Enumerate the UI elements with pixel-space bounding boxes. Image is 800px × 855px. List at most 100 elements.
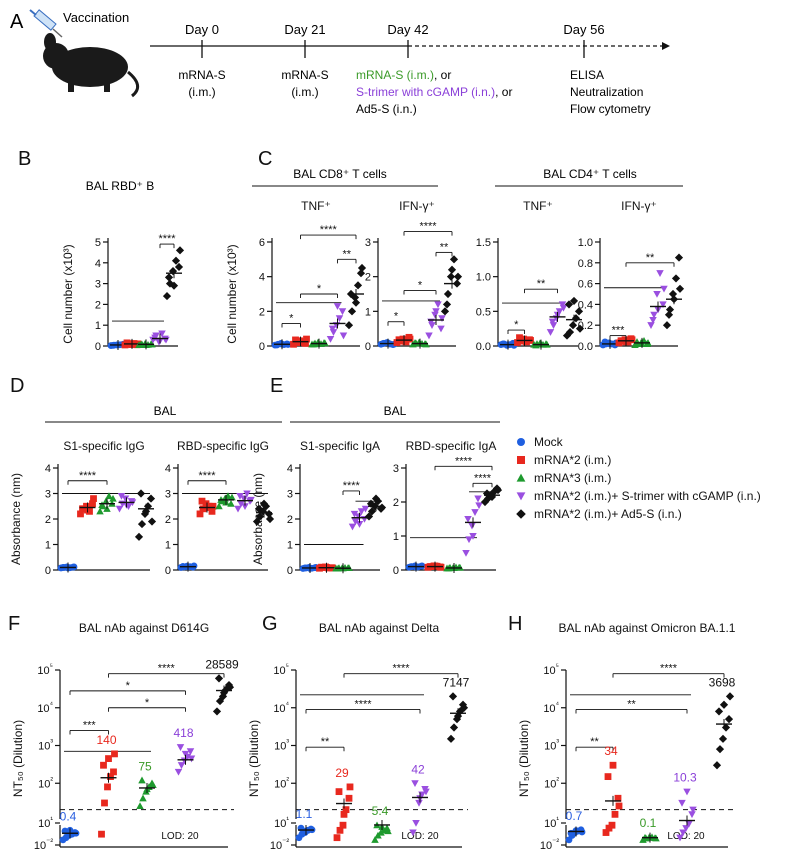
data-point-ad5 [169, 281, 179, 290]
data-point-ad5 [714, 707, 724, 716]
legend-marker-trimer [516, 492, 526, 501]
data-point-trimer [471, 509, 479, 516]
y-axis-label: NT₅₀ (Dilution) [11, 720, 25, 797]
vaccination-label: Vaccination [63, 10, 129, 25]
geomean-label: 0.4 [60, 809, 77, 823]
data-point-trimer [335, 315, 344, 323]
y-tick-label: 0 [393, 565, 399, 577]
data-point-mrna2 [98, 830, 105, 838]
data-point-trimer [181, 750, 190, 758]
data-point-mrna2 [101, 799, 108, 807]
day-0-route: (i.m.) [188, 85, 215, 99]
y-tick-label: 2 [365, 272, 371, 284]
data-point-mrna2 [628, 336, 636, 344]
y-tick-label: 4 [165, 463, 171, 475]
y-tick-base: 10 [273, 703, 285, 715]
y-tick-label: 0 [165, 565, 171, 577]
header-b: BAL RBD⁺ B [86, 179, 155, 193]
day-42-option-2-suffix: , or [495, 85, 512, 99]
data-point-ad5 [164, 273, 174, 282]
y-tick-exponent: ⁻² [282, 837, 289, 846]
data-point-mrna3 [96, 507, 104, 515]
y-tick-base: 10 [37, 703, 49, 715]
day-0-label: Day 0 [185, 22, 219, 37]
y-tick-label: 0 [259, 341, 265, 353]
data-point-trimer [678, 799, 686, 807]
day-42-option-3: Ad5-S (i.n.) [356, 102, 417, 116]
chart-g: G BAL nAb against Delta10⁻²10¹10²10³10⁴10… [247, 613, 470, 852]
data-point-mrna3 [215, 502, 223, 510]
y-axis-label: Cell number (x10³) [61, 244, 75, 343]
y-tick-label: 3 [165, 489, 171, 501]
significance-label: **** [320, 224, 338, 236]
y-tick-label: 10⁻² [34, 837, 53, 852]
data-point-trimer [326, 336, 335, 343]
panel-letter-d: D [10, 375, 24, 397]
y-tick-label: 3 [95, 279, 101, 291]
day-21-label: Day 21 [284, 22, 325, 37]
data-point-trimer [186, 748, 195, 756]
header-e: BAL [384, 404, 407, 418]
data-point-mrna3 [384, 827, 392, 835]
y-tick-label: 2 [45, 514, 51, 526]
data-point-trimer [355, 521, 364, 528]
data-point-ad5 [218, 692, 228, 701]
data-point-ad5 [174, 262, 184, 272]
data-point-mrna3 [139, 794, 147, 802]
data-point-trimer [243, 490, 251, 498]
y-tick-base: 10 [273, 665, 285, 677]
data-point-mrna2 [292, 336, 299, 344]
data-point-ad5 [575, 324, 585, 333]
data-point-trimer [558, 301, 567, 309]
data-point-trimer [462, 549, 470, 557]
day-42-option-2-text: S-trimer with cGAMP (i.n.) [356, 85, 495, 99]
day-56-assay-2: Neutralization [570, 85, 643, 99]
y-tick-label: 2 [259, 306, 265, 318]
header-c-cd8: BAL CD8⁺ T cells [293, 167, 386, 181]
y-tick-base: 10 [543, 703, 555, 715]
y-tick-label: 10³ [38, 738, 53, 753]
data-point-ad5 [147, 517, 157, 526]
data-point-mrna2 [339, 821, 347, 829]
y-tick-label: 0.6 [578, 279, 593, 291]
y-axis-label: Absorbance (nm) [9, 473, 23, 565]
data-point-mrna3 [138, 776, 146, 784]
data-point-trimer [177, 762, 186, 769]
significance-label: **** [419, 221, 437, 233]
data-point-ad5 [265, 514, 275, 524]
data-point-ad5 [351, 298, 361, 307]
y-tick-exponent: ⁴ [50, 700, 54, 709]
y-tick-base: 10 [274, 778, 286, 790]
day-42-option-1: mRNA-S (i.m.), or [356, 68, 451, 82]
y-tick-label: 10¹ [274, 815, 289, 830]
significance-label: **** [198, 470, 216, 482]
data-point-ad5 [134, 532, 144, 541]
data-point-mrna2 [608, 821, 616, 829]
y-tick-label: 1 [95, 320, 101, 332]
significance-label: * [514, 319, 519, 331]
significance-label: **** [392, 663, 410, 675]
y-tick-exponent: ⁵ [50, 662, 53, 671]
data-point-mrna2 [615, 802, 623, 810]
y-tick-base: 10 [540, 840, 552, 852]
y-tick-base: 10 [270, 840, 282, 852]
legend-label-trimer: mRNA*2 (i.m.)+ S-trimer with cGAMP (i.n.… [534, 489, 761, 503]
day-42-option-1-suffix: , or [434, 68, 451, 82]
data-point-mrna2 [609, 761, 617, 769]
y-tick-label: 10² [274, 775, 289, 790]
panel-letter-e: E [270, 375, 283, 397]
y-tick-label: 10⁵ [37, 662, 53, 677]
chart-title: BAL nAb against Omicron BA.1.1 [559, 621, 736, 635]
data-point-mrna3 [105, 492, 113, 500]
data-point-trimer [415, 799, 423, 807]
data-point-mrna2 [346, 783, 354, 791]
significance-label: *** [83, 719, 97, 731]
y-tick-label: 2 [287, 514, 293, 526]
data-point-ad5 [171, 256, 181, 265]
y-tick-exponent: ² [286, 775, 289, 784]
data-point-ad5 [347, 307, 357, 316]
data-point-trimer [240, 495, 248, 503]
significance-label: **** [455, 455, 473, 467]
day-56-label: Day 56 [563, 22, 604, 37]
y-tick-exponent: ¹ [556, 815, 559, 824]
